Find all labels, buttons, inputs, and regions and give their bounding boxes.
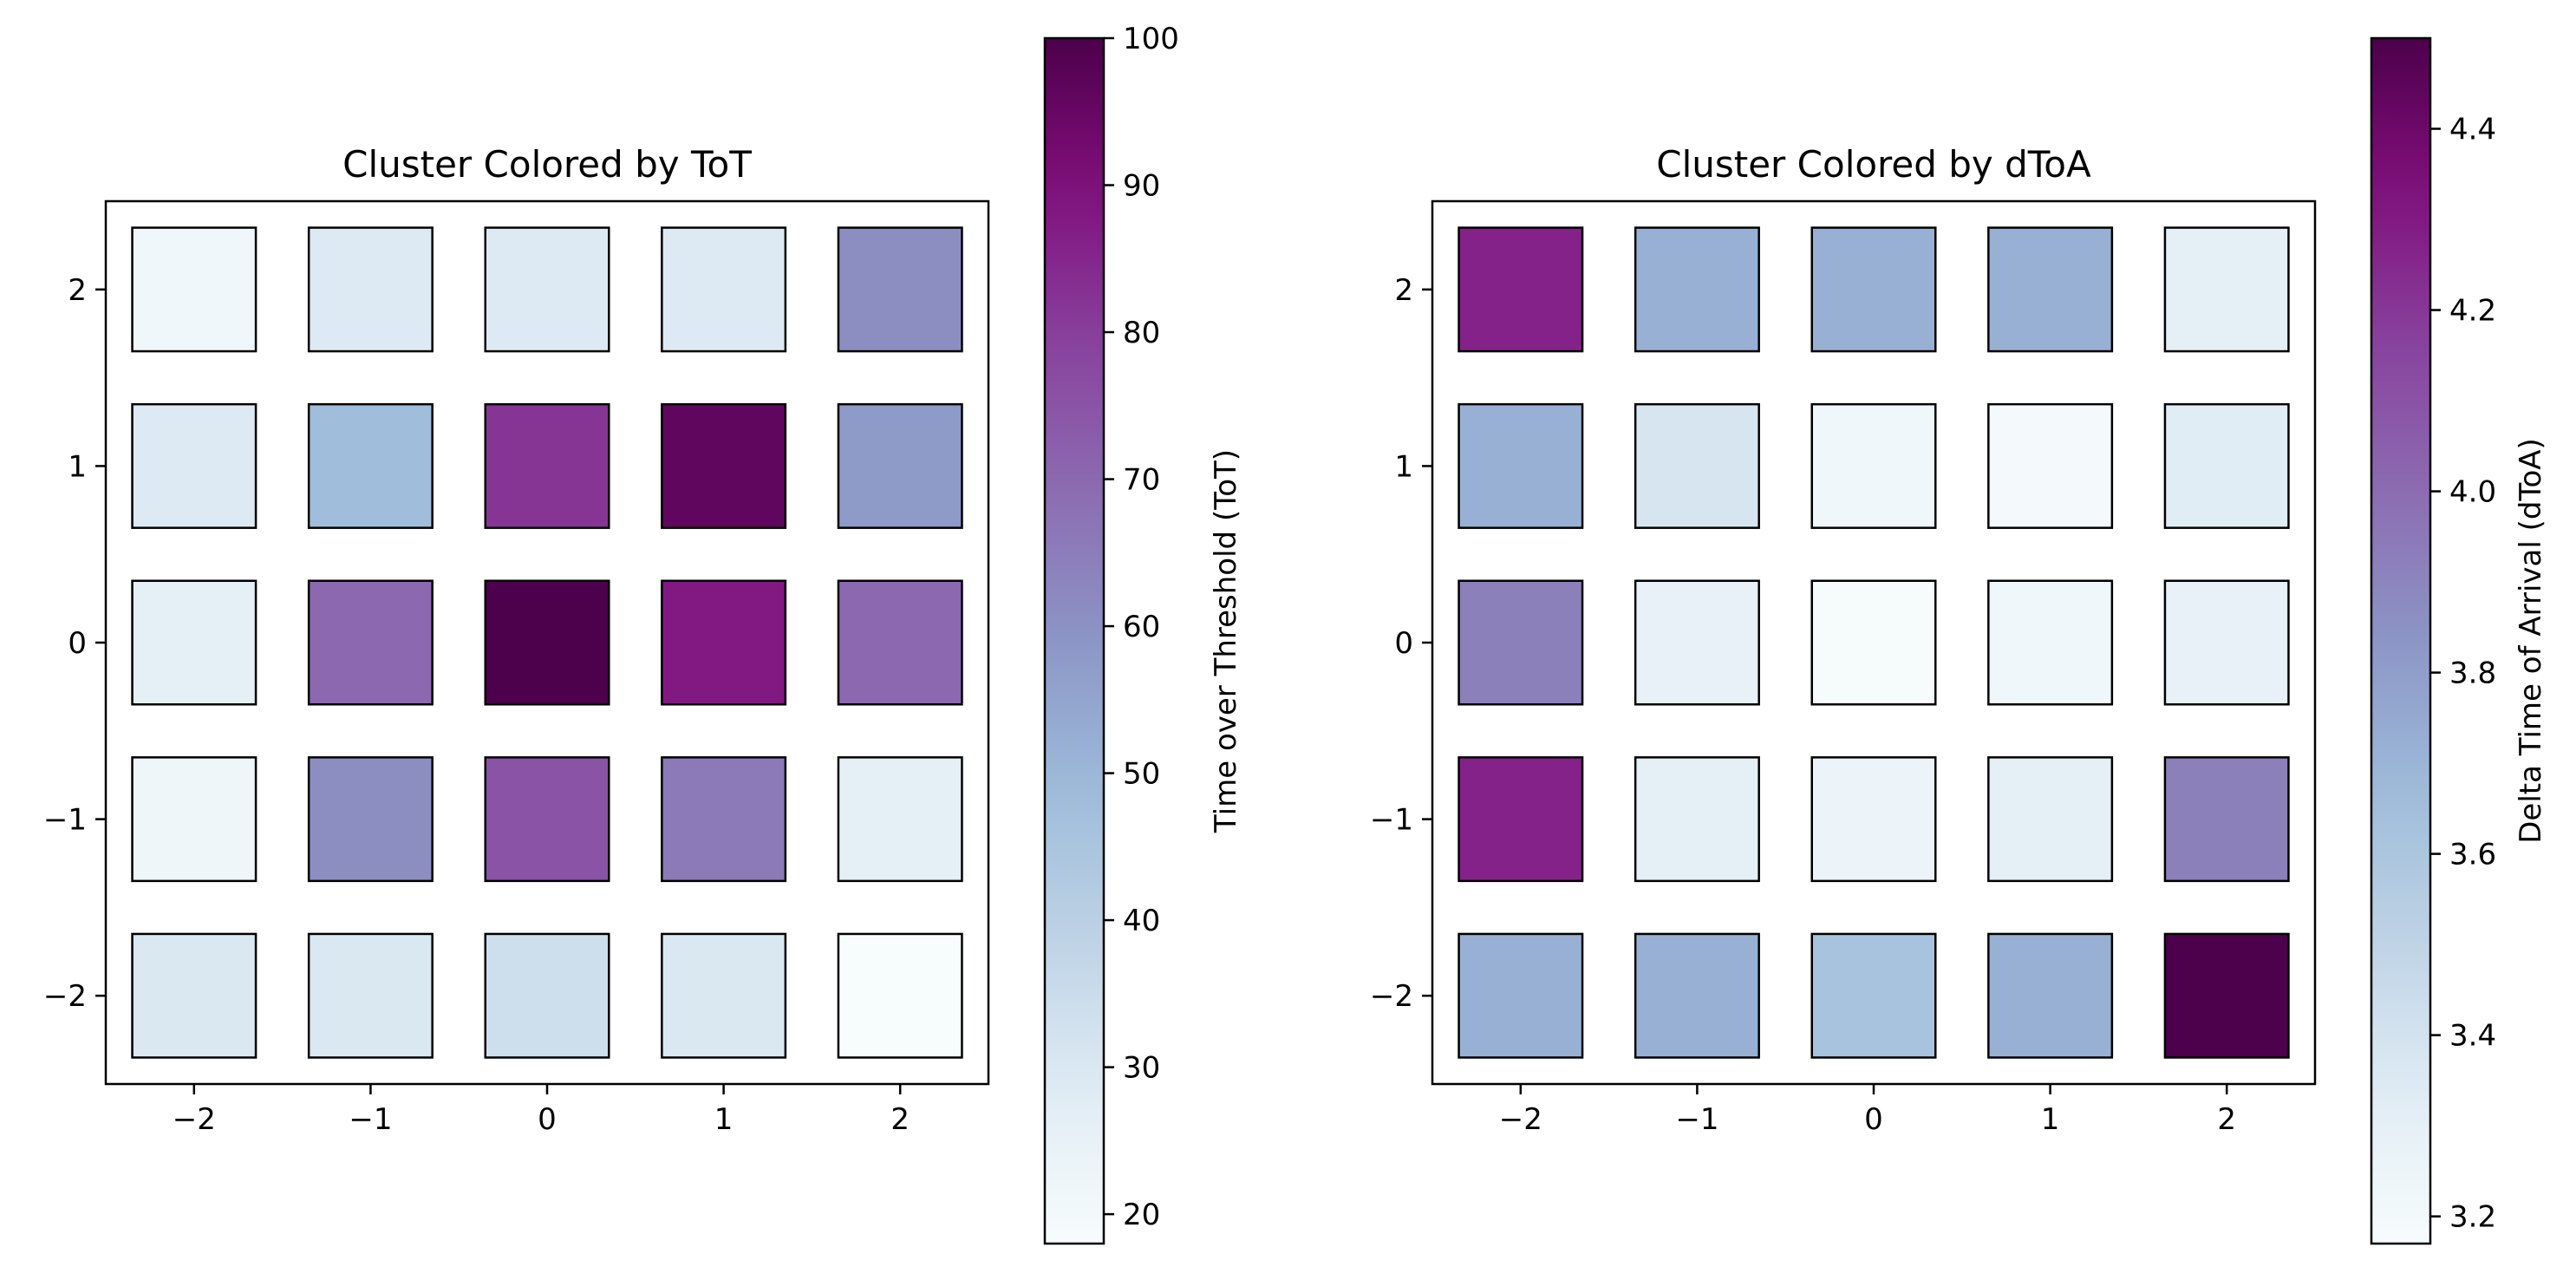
pixel-cell — [131, 932, 258, 1059]
colorbar-tick-label: 40 — [1123, 904, 1160, 938]
pixel-cell — [131, 579, 258, 706]
x-tick-label: 0 — [538, 1102, 557, 1137]
pixel-cell — [1810, 756, 1937, 883]
pixel-cell — [1987, 226, 2114, 353]
pixel-cell — [1987, 756, 2114, 883]
pixel-cell — [661, 756, 787, 883]
pixel-cell — [484, 226, 610, 353]
pixel-cell — [131, 756, 258, 883]
pixel-cell — [661, 932, 787, 1059]
pixel-cell — [484, 932, 610, 1059]
x-tick-label: 1 — [714, 1102, 734, 1137]
x-tick-label: 2 — [2217, 1102, 2236, 1137]
colorbar — [1043, 36, 1105, 1245]
pixel-cell — [1634, 932, 1760, 1059]
pixel-cell — [1634, 579, 1760, 706]
colorbar-tick-label: 3.4 — [2449, 1019, 2496, 1054]
colorbar-tick-label: 90 — [1123, 169, 1160, 204]
colorbar — [2370, 36, 2432, 1245]
colorbar-tick-label: 4.2 — [2449, 294, 2496, 329]
colorbar-tick-label: 60 — [1123, 610, 1160, 644]
pixel-cell — [837, 226, 963, 353]
pixel-cell — [307, 756, 434, 883]
panel-2: Cluster Colored by dToA −2 −1 0 1 2 2 1 0 −1 −2 3.2… — [1370, 36, 2548, 1245]
y-tick-label: −1 — [1370, 803, 1413, 838]
pixel-cell — [837, 579, 963, 706]
pixel-cell — [1634, 756, 1760, 883]
pixel-cell — [1458, 579, 1584, 706]
colorbar-tick-label: 50 — [1123, 757, 1160, 792]
colorbar-tick-label: 4.0 — [2449, 475, 2496, 510]
y-tick-label: 2 — [1394, 273, 1413, 308]
pixel-cell — [1458, 756, 1584, 883]
colorbar-tick-label: 3.2 — [2449, 1200, 2496, 1235]
y-tick-label: −2 — [1370, 979, 1413, 1014]
x-tick-label: 0 — [1864, 1102, 1883, 1137]
pixel-cell — [307, 402, 434, 529]
pixel-cell — [1987, 402, 2114, 529]
colorbar-tick-label: 20 — [1123, 1198, 1160, 1232]
colorbar-tick-label: 80 — [1123, 316, 1160, 350]
x-tick-label: −1 — [1675, 1102, 1718, 1137]
pixel-cell — [661, 402, 787, 529]
pixel-cell — [484, 756, 610, 883]
x-tick-label: 1 — [2041, 1102, 2060, 1137]
pixel-cell — [307, 226, 434, 353]
pixel-cell — [307, 932, 434, 1059]
pixel-cell — [1810, 226, 1937, 353]
pixel-cell — [484, 579, 610, 706]
x-tick-label: −2 — [173, 1102, 216, 1137]
pixel-cell — [661, 579, 787, 706]
pixel-cell — [131, 226, 258, 353]
colorbar-tick-label: 70 — [1123, 463, 1160, 498]
colorbar-tick-label: 3.8 — [2449, 656, 2496, 691]
y-tick-label: 1 — [68, 449, 87, 484]
colorbar-tick-label: 3.6 — [2449, 838, 2496, 872]
pixel-cell — [2163, 402, 2290, 529]
y-tick-label: −2 — [43, 979, 87, 1014]
pixel-cell — [837, 402, 963, 529]
pixel-cell — [1458, 226, 1584, 353]
x-tick-label: −1 — [349, 1102, 392, 1137]
pixel-cell — [1458, 402, 1584, 529]
pixel-cell — [661, 226, 787, 353]
colorbar-tick-label: 100 — [1123, 22, 1179, 56]
pixel-cell — [1458, 932, 1584, 1059]
chart-title: Cluster Colored by ToT — [342, 143, 752, 186]
colorbar-label: Delta Time of Arrival (dToA) — [2514, 438, 2548, 844]
pixel-cell — [837, 932, 963, 1059]
pixel-cell — [1634, 226, 1760, 353]
pixel-cell — [2163, 226, 2290, 353]
x-tick-label: −2 — [1499, 1102, 1542, 1137]
panel-1: Cluster Colored by ToT −2 −1 0 1 2 2 1 0 −1 −2 20 30… — [43, 22, 1243, 1245]
pixel-cell — [1810, 932, 1937, 1059]
pixel-cell — [1810, 579, 1937, 706]
pixel-cell — [1810, 402, 1937, 529]
colorbar-tick-label: 4.4 — [2449, 113, 2496, 147]
colorbar-tick-label: 30 — [1123, 1051, 1160, 1086]
pixel-cell — [1634, 402, 1760, 529]
pixel-cell — [1987, 932, 2114, 1059]
colorbar-label: Time over Threshold (ToT) — [1209, 449, 1243, 833]
y-tick-label: 0 — [68, 626, 87, 661]
pixel-cell — [2163, 756, 2290, 883]
chart-title: Cluster Colored by dToA — [1656, 143, 2091, 186]
pixel-cell — [131, 402, 258, 529]
pixel-cell — [837, 756, 963, 883]
y-tick-label: −1 — [43, 803, 87, 838]
x-tick-label: 2 — [890, 1102, 910, 1137]
pixel-cell — [2163, 579, 2290, 706]
pixel-cell — [1987, 579, 2114, 706]
pixel-cell — [307, 579, 434, 706]
pixel-cell — [2163, 932, 2290, 1059]
y-tick-label: 0 — [1394, 626, 1413, 661]
pixel-cell — [484, 402, 610, 529]
y-tick-label: 2 — [68, 273, 87, 308]
y-tick-label: 1 — [1394, 449, 1413, 484]
